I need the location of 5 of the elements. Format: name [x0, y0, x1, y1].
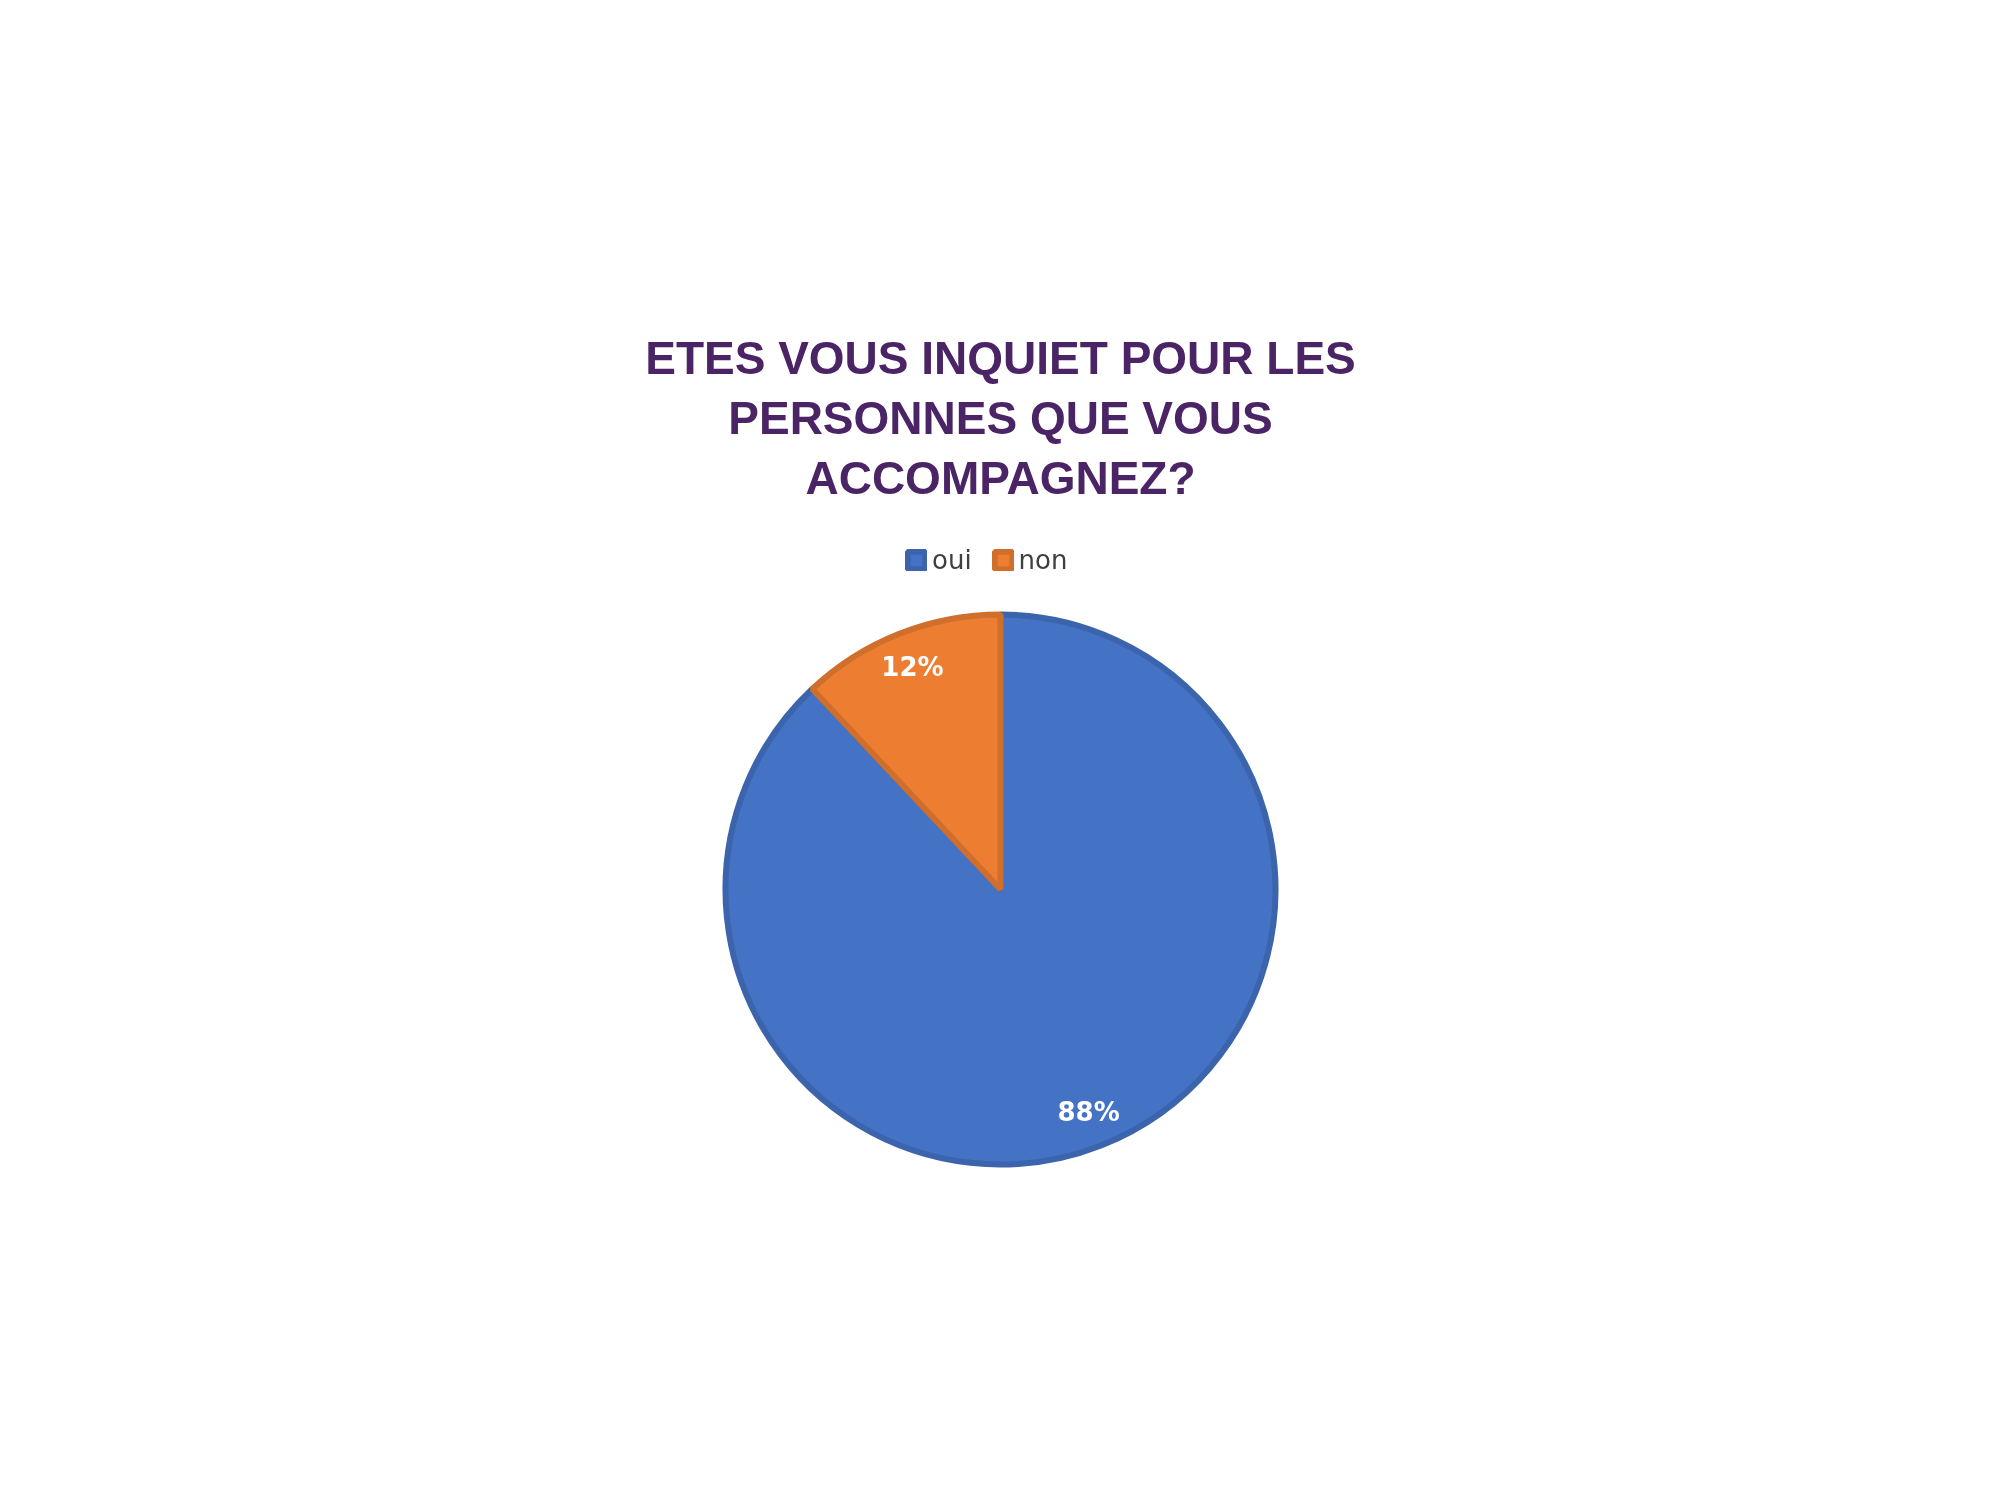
legend-label: non [1018, 545, 1068, 575]
legend-label: oui [932, 545, 972, 575]
data-label: 12% [881, 652, 944, 683]
data-label: 88% [1057, 1096, 1120, 1127]
chart-title: ETES VOUS INQUIET POUR LES PERSONNES QUE VOUS ACCOMPAGNEZ? [645, 331, 1356, 504]
